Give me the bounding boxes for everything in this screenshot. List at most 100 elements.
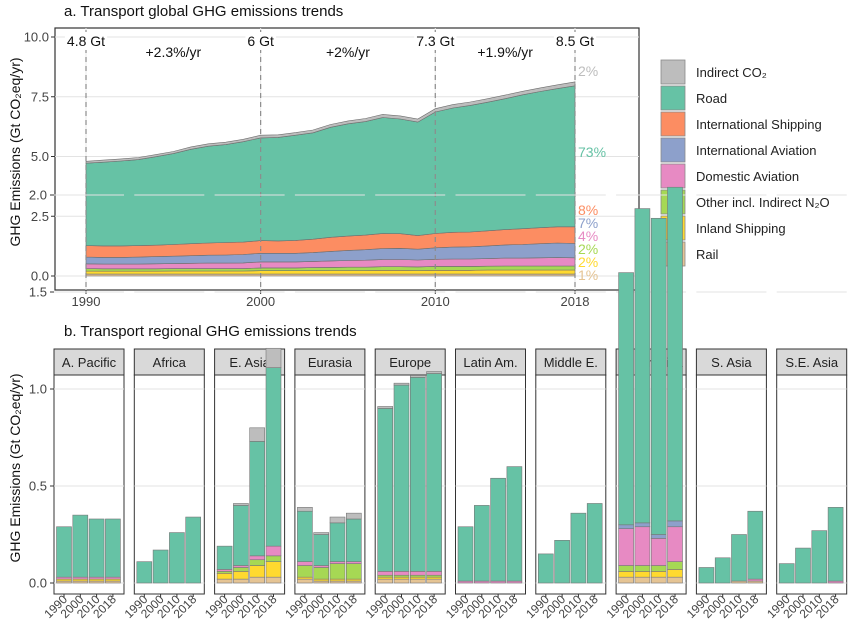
- bar-segment-road: [345, 518, 362, 562]
- bar-segment-road: [811, 530, 828, 584]
- facet-title: S. Asia: [711, 355, 752, 370]
- bar-segment-domestic-aviation: [426, 571, 442, 576]
- share-label-other-incl-indirect-n-o: 2%: [578, 241, 598, 257]
- legend: Indirect CO₂ Road International Shipping In…: [660, 59, 830, 267]
- bar-segment-road: [249, 441, 265, 557]
- bar-segment-rail: [249, 576, 265, 584]
- share-label-international-shipping: 8%: [578, 202, 598, 218]
- bar-segment-road: [393, 384, 410, 572]
- bar-segment-road: [233, 505, 249, 566]
- bar-segment-road: [88, 518, 105, 578]
- bar-segment-other-incl-indirect-n-o: [667, 561, 683, 570]
- bar-segment-rail: [634, 576, 651, 584]
- legend-label-inland-shipping: Inland Shipping: [696, 221, 786, 236]
- bar-segment-international-aviation: [667, 520, 683, 528]
- legend-swatch-domestic-aviation: [660, 163, 686, 189]
- share-label-rail: 1%: [578, 267, 598, 283]
- y-tick-label: 0.0: [31, 269, 49, 284]
- bar-segment-domestic-aviation: [634, 526, 651, 566]
- bar-segment-domestic-aviation: [650, 538, 667, 566]
- x-tick-label: 2018: [561, 294, 590, 309]
- bar-segment-inland-shipping: [667, 569, 683, 578]
- total-label: 8.5 Gt: [556, 33, 594, 49]
- bar-segment-rail: [393, 578, 410, 584]
- bar-segment-road: [56, 526, 72, 578]
- legend-swatch-road: [660, 85, 686, 111]
- bar-segment-road: [537, 553, 554, 584]
- bar-segment-road: [506, 466, 523, 582]
- bar-segment-road: [105, 518, 121, 578]
- bar-segment-inland-shipping: [634, 571, 651, 578]
- x-tick-label: 2010: [421, 294, 450, 309]
- panel-b-title: b. Transport regional GHG emissions tren…: [64, 323, 357, 340]
- bar-segment-road: [667, 186, 683, 522]
- facet-title: Africa: [153, 355, 187, 370]
- total-label-background: [245, 32, 276, 50]
- bar-segment-international-aviation: [650, 534, 667, 539]
- facet-title: Europe: [389, 355, 431, 370]
- bar-segment-indirect-co: [377, 406, 394, 409]
- facet-title: S.E. Asia: [785, 355, 839, 370]
- bar-segment-inland-shipping: [650, 571, 667, 578]
- bar-segment-road: [795, 547, 811, 584]
- bar-segment-road: [618, 272, 634, 526]
- facet-strip: [695, 348, 767, 376]
- bar-segment-road: [216, 545, 233, 570]
- bar-segment-other-incl-indirect-n-o: [249, 559, 265, 566]
- y-tick-label: 1.0: [29, 382, 47, 397]
- y-tick-label: 7.5: [31, 89, 49, 104]
- total-label-background: [553, 32, 597, 50]
- facet-title: Latin Am.: [463, 355, 517, 370]
- bar-segment-indirect-co: [329, 516, 346, 524]
- bar-segment-rail: [667, 576, 683, 584]
- bar-segment-road: [714, 557, 731, 584]
- facet-strip: [374, 348, 446, 376]
- facet-title: A. Pacific: [62, 355, 117, 370]
- total-label-background: [414, 32, 457, 50]
- bar-segment-road: [136, 561, 153, 584]
- panel-b-facets: A. Pacific1990200020102018Africa19902000…: [41, 186, 848, 621]
- bar-segment-rail: [426, 578, 442, 584]
- bar-segment-other-incl-indirect-n-o: [329, 563, 346, 580]
- bar-segment-indirect-co: [265, 347, 282, 368]
- bar-segment-inland-shipping: [249, 565, 265, 578]
- bar-segment-road: [457, 526, 474, 582]
- bar-segment-road: [265, 367, 282, 547]
- bar-segment-domestic-aviation: [249, 555, 265, 561]
- bar-segment-road: [570, 512, 587, 584]
- bar-segment-inland-shipping: [265, 561, 282, 578]
- bar-segment-indirect-co: [393, 382, 410, 386]
- bar-segment-other-incl-indirect-n-o: [313, 567, 330, 580]
- y-tick-label: 2.5: [31, 209, 49, 224]
- bar-segment-road: [473, 505, 490, 582]
- bar-segment-road: [329, 522, 346, 562]
- bar-segment-road: [152, 549, 169, 584]
- bar-segment-indirect-co: [345, 512, 362, 520]
- bar-segment-other-incl-indirect-n-o: [297, 565, 313, 578]
- bar-segment-domestic-aviation: [265, 545, 282, 557]
- bar-segment-domestic-aviation: [667, 526, 683, 562]
- bar-segment-road: [554, 540, 570, 584]
- legend-label-indirect-co: Indirect CO₂: [696, 65, 767, 80]
- bar-segment-other-incl-indirect-n-o: [265, 555, 282, 562]
- bar-segment-road: [698, 567, 715, 584]
- facet-strip: [535, 348, 607, 376]
- bar-segment-indirect-co: [249, 427, 265, 442]
- legend-label-road: Road: [696, 91, 727, 106]
- legend-swatch-international-shipping: [660, 111, 686, 137]
- bar-segment-rail: [216, 578, 233, 584]
- bar-segment-road: [185, 516, 201, 584]
- bar-segment-road: [747, 510, 764, 580]
- share-label-inland-shipping: 2%: [578, 254, 598, 270]
- legend-label-other-incl-indirect-n-o: Other incl. Indirect N₂O: [696, 195, 830, 210]
- bar-segment-road: [490, 477, 506, 582]
- bar-segment-road: [72, 514, 89, 578]
- bar-segment-domestic-aviation: [393, 571, 410, 576]
- facet-strip: [53, 348, 125, 376]
- facet-n-america: N. America1990200020102018: [603, 186, 687, 621]
